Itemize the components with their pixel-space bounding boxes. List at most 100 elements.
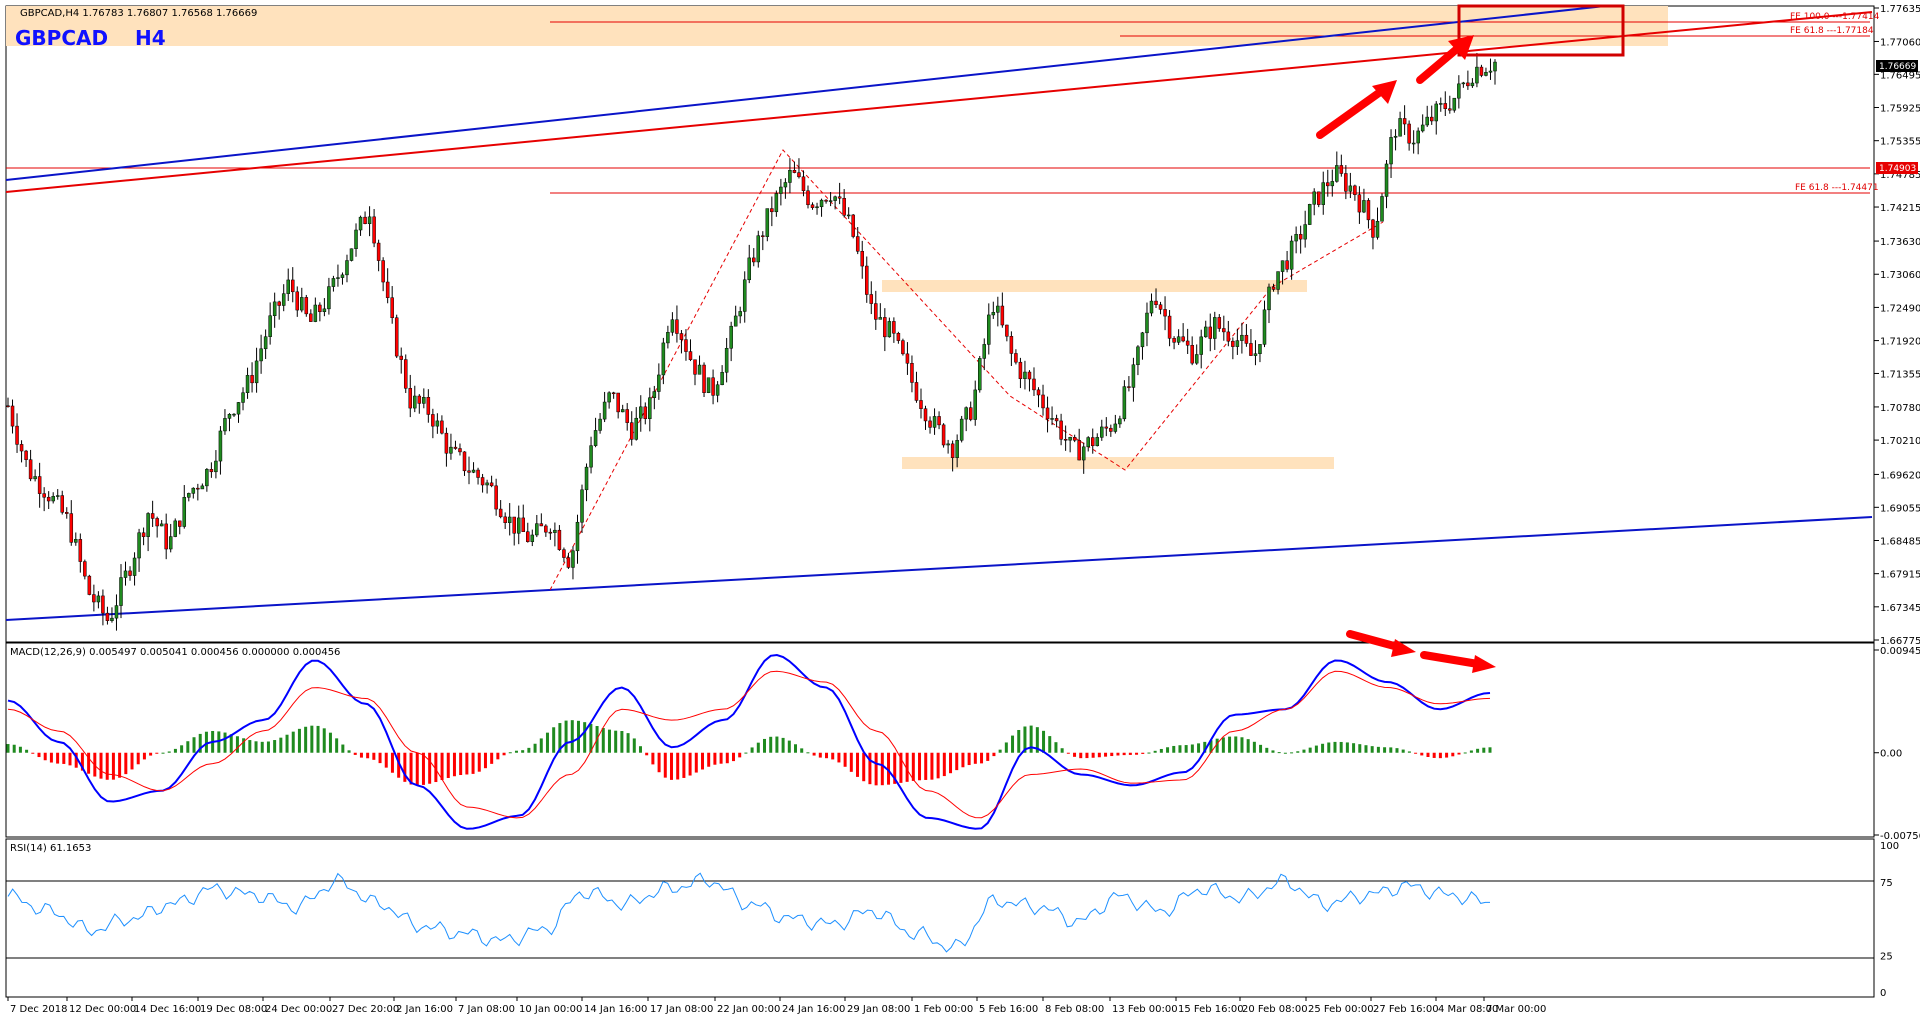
candle-body	[1298, 234, 1303, 240]
macd-hist-bar	[496, 752, 500, 760]
candle-body	[431, 414, 435, 427]
candle-body	[837, 196, 842, 199]
rsi-pane	[5, 838, 1875, 998]
current-price-tag: 1.76669	[1879, 62, 1916, 72]
macd-hist-bar	[1017, 729, 1021, 753]
candle-body	[1163, 309, 1167, 317]
price-axis: 1.77635 1.77060 1.76495 1.75925 1.75355 1.747…	[1874, 4, 1920, 647]
candle-body	[354, 229, 358, 249]
macd-hist-bar	[124, 752, 128, 775]
macd-hist-bar	[180, 745, 184, 753]
macd-hist-bar	[248, 740, 252, 753]
candle-body	[652, 391, 657, 398]
candle-body	[28, 459, 33, 480]
macd-hist-bar	[459, 752, 463, 776]
time-tick-label: 14 Dec 16:00	[134, 1004, 201, 1015]
candle-body	[770, 208, 774, 213]
macd-hist-bar	[25, 749, 29, 753]
candle-body	[629, 422, 634, 440]
macd-hist-bar	[806, 752, 810, 754]
candle-body	[232, 413, 236, 416]
macd-hist-bar	[359, 752, 363, 758]
candle-body	[1316, 191, 1321, 205]
candle-body	[444, 432, 449, 454]
macd-hist-bar	[1060, 748, 1064, 753]
candle-body	[313, 304, 318, 322]
candle-body	[833, 196, 837, 201]
candle-body	[390, 297, 394, 318]
time-tick-label: 13 Feb 00:00	[1112, 1004, 1178, 1015]
macd-hist-bar	[415, 752, 419, 786]
price-tick-label: 1.75355	[1880, 137, 1920, 148]
macd-hist-bar	[1141, 752, 1145, 754]
candle-body	[1149, 300, 1154, 314]
level-price-tag-bg	[1876, 162, 1918, 174]
macd-hist-bar	[1054, 742, 1058, 753]
macd-hist-bar	[328, 732, 332, 753]
candle-body	[1222, 328, 1226, 333]
macd-hist-bar	[217, 731, 221, 753]
price-tick-label: 1.71355	[1880, 369, 1920, 380]
macd-hist-bar	[1352, 743, 1356, 753]
candle-body	[1493, 61, 1497, 72]
candle-body	[544, 525, 548, 533]
candle-body	[65, 512, 69, 514]
time-tick-label: 4 Mar 08:00	[1438, 1004, 1498, 1015]
macd-hist-bar	[849, 752, 853, 772]
macd-hist-bar	[750, 747, 754, 753]
candle-body	[476, 469, 480, 478]
fe618-top-label: FE 61.8 ---1.77184	[1790, 26, 1874, 36]
macd-hist-bar	[1085, 752, 1089, 759]
candle-body	[1321, 182, 1325, 205]
macd-hist-bar	[576, 720, 580, 753]
candle-body	[1140, 332, 1145, 348]
candle-body	[1226, 331, 1231, 342]
candle-body	[1335, 165, 1339, 182]
candle-body	[1036, 389, 1041, 396]
candle-body	[413, 395, 417, 409]
macd-hist-bar	[564, 720, 568, 753]
candle-body	[765, 208, 770, 237]
candle-body	[1253, 353, 1258, 356]
macd-hist-bar	[794, 744, 798, 753]
candle-body	[982, 344, 987, 359]
candle-body	[1330, 181, 1335, 187]
macd-hist-bar	[676, 752, 680, 780]
macd-tick-label: 0.00945	[1880, 646, 1920, 657]
candle-body	[865, 265, 869, 295]
candle-body	[309, 313, 313, 322]
candle-body	[1190, 345, 1194, 364]
macd-hist-bar	[1228, 736, 1232, 753]
macd-hist-bar	[961, 752, 965, 768]
candle-body	[114, 605, 119, 619]
macd-hist-bar	[669, 752, 673, 780]
candle-body	[24, 450, 28, 460]
macd-hist-bar	[713, 752, 717, 765]
macd-hist-bar	[787, 740, 791, 753]
macd-hist-bar	[1048, 736, 1052, 753]
macd-hist-bar	[930, 752, 934, 780]
candle-body	[512, 516, 516, 534]
macd-hist-bar	[614, 730, 618, 753]
candle-body	[214, 460, 218, 473]
candle-body	[10, 405, 15, 427]
macd-hist-bar	[1122, 752, 1126, 756]
macd-hist-bar	[521, 750, 525, 753]
macd-histogram	[6, 720, 1492, 786]
candle-body	[1452, 97, 1457, 111]
macd-hist-bar	[421, 752, 425, 785]
candle-body	[358, 216, 363, 231]
candle-body	[1059, 420, 1063, 440]
macd-hist-bar	[620, 731, 624, 753]
candle-body	[855, 236, 860, 252]
candle-body	[449, 446, 453, 454]
candle-body	[173, 520, 177, 537]
macd-hist-bar	[731, 752, 735, 762]
candle-body	[1434, 103, 1438, 122]
candle-body	[810, 204, 815, 208]
rsi-tick-label: 0	[1880, 988, 1886, 999]
macd-arrow-2	[1420, 651, 1482, 668]
macd-hist-bar	[1463, 752, 1467, 754]
candle-body	[996, 305, 1000, 313]
candle-body	[661, 342, 666, 376]
